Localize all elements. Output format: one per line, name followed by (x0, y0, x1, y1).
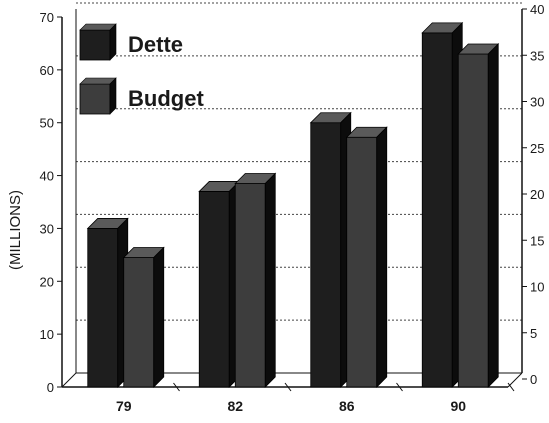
bar-budget-79-side (153, 246, 165, 388)
bar-budget-79-front (123, 257, 155, 388)
bar-budget-90-front (457, 53, 489, 388)
y-tick-label-left: 70 (40, 10, 54, 25)
floor-edge (61, 372, 77, 388)
y-tick-label-left: 50 (40, 116, 54, 131)
legend-label: Budget (128, 86, 204, 111)
legend-swatch-side (109, 77, 117, 115)
y-tick-label-left: 60 (40, 63, 54, 78)
y-tick-label-right: 30 (530, 95, 544, 110)
x-tick-label: 90 (450, 398, 466, 414)
bar-dette-90 (421, 21, 464, 388)
x-tick (396, 382, 403, 392)
x-tick-label: 82 (227, 398, 243, 414)
y-tick-label-right: 40 (530, 2, 544, 17)
bar-budget-90 (457, 43, 500, 388)
x-tick (507, 382, 515, 392)
bar-budget-86 (345, 126, 388, 388)
legend-swatch (79, 29, 111, 61)
floor-right-edge (507, 372, 523, 388)
y-tick-label-right: 35 (530, 48, 544, 63)
bar-budget-90-side (487, 43, 499, 388)
bars (86, 21, 500, 388)
legend-label: Dette (128, 32, 183, 57)
legend-item-budget: Budget (79, 77, 204, 115)
bar-budget-82-side (264, 172, 276, 388)
bar-budget-86-side (376, 126, 388, 388)
x-tick-label: 86 (339, 398, 355, 414)
bar-dette-82 (198, 180, 241, 388)
bar-budget-82-front (234, 183, 266, 388)
y-tick-label-left: 10 (40, 327, 54, 342)
y-tick-label-right: 20 (530, 187, 544, 202)
y-tick-label-right: 25 (530, 141, 544, 156)
y-tick-label-right: 10 (530, 280, 544, 295)
bar-dette-90-front (421, 32, 453, 388)
legend-swatch (79, 83, 111, 115)
bar-dette-82-front (198, 191, 230, 388)
bar-budget-79 (122, 246, 165, 388)
x-tick (284, 382, 292, 392)
y-tick-label-right: 15 (530, 233, 544, 248)
x-tick (173, 382, 180, 392)
y-tick-label-left: 40 (40, 169, 54, 184)
bar-dette-79-front (87, 228, 119, 388)
bar-dette-86-front (310, 122, 342, 388)
y-axis-label: (MILLIONS) (7, 190, 24, 270)
bar-dette-86 (309, 111, 352, 388)
y-tick-label-left: 30 (40, 221, 54, 236)
y-tick-label-right: 5 (530, 326, 537, 341)
bar-budget-86-front (346, 136, 378, 388)
legend-item-dette: Dette (79, 23, 183, 61)
y-tick-label-left: 0 (47, 380, 54, 395)
y-tick-label-left: 20 (40, 274, 54, 289)
x-tick-label: 79 (116, 398, 132, 414)
y-tick-label-right: 0 (530, 372, 537, 387)
legend-swatch-side (109, 23, 117, 61)
bar-dette-79 (86, 217, 129, 388)
tick-labels: 0 10 20 30 40 50 60 70 0 5 10 15 20 25 30 35 40 79 82 86 90 (40, 2, 545, 414)
legend: Dette Budget (79, 23, 204, 115)
bar-budget-82 (234, 172, 277, 388)
